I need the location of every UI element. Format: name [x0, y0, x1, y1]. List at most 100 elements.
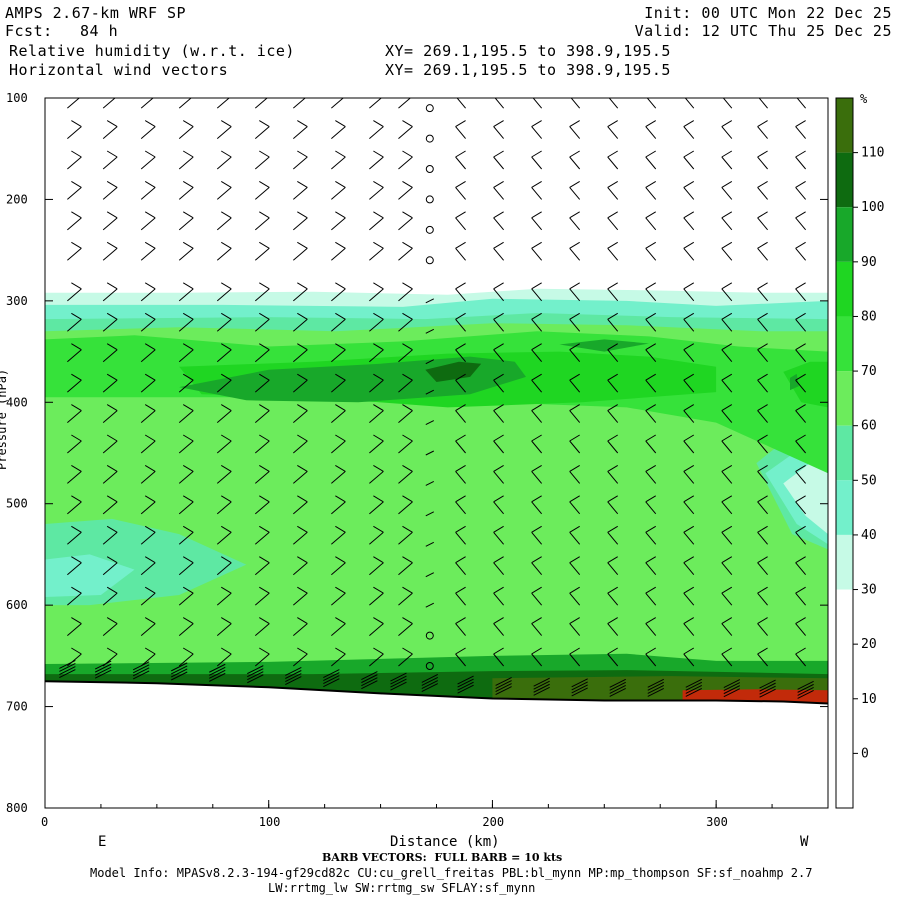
barb-staff: [102, 623, 118, 636]
barb-staff: [683, 349, 695, 363]
barb-flag: [182, 211, 194, 219]
barb-flag: [259, 211, 270, 219]
barb-flag: [297, 404, 308, 412]
barb-flag: [373, 647, 384, 655]
barb-flag: [721, 150, 733, 158]
barb-staff: [102, 410, 118, 423]
barb-staff: [455, 440, 466, 454]
barb-flag: [106, 343, 118, 351]
calm-circle: [425, 256, 434, 265]
below-ground-mask: [45, 681, 828, 808]
barb-flag: [531, 556, 542, 564]
surface-barb: [323, 675, 340, 685]
barb-staff: [569, 247, 581, 261]
barb-flag: [569, 241, 580, 249]
surface-barb: [209, 663, 226, 673]
barb-flag: [182, 343, 194, 351]
surface-barb: [171, 671, 188, 681]
barb-flag: [607, 150, 618, 158]
barb-flag: [721, 120, 733, 128]
barb-staff: [425, 450, 435, 456]
barb-staff: [67, 156, 82, 170]
barb-staff: [569, 440, 581, 454]
barb-flag: [455, 586, 466, 594]
surface-barb: [571, 681, 588, 691]
barb-staff: [721, 653, 733, 667]
barb-staff: [331, 501, 346, 515]
barb-staff: [493, 217, 504, 231]
barb-staff: [102, 288, 118, 302]
barb-staff: [721, 501, 733, 515]
barb-flag: [144, 312, 156, 320]
colorbar-swatch-30: [836, 534, 853, 590]
barb-flag: [645, 464, 656, 472]
barb-staff: [216, 126, 232, 139]
barb-flag: [259, 90, 269, 96]
barb-flag: [531, 525, 542, 533]
surface-barb: [209, 669, 226, 679]
barb-flag: [721, 180, 733, 188]
barb-flag: [71, 525, 82, 533]
barb-staff: [102, 501, 118, 515]
barb-flag: [373, 617, 384, 625]
surface-barb: [323, 672, 340, 682]
barb-flag: [757, 373, 768, 381]
barb-flag: [144, 404, 156, 412]
barb-staff: [645, 440, 657, 454]
barb-flag: [402, 434, 413, 442]
barb-staff: [531, 288, 543, 302]
barb-flag: [259, 404, 270, 412]
rh-band-100-110: [425, 361, 482, 382]
barb-staff: [140, 562, 156, 576]
barb-flag: [683, 180, 695, 188]
barb-flag: [757, 464, 768, 472]
barb-staff: [493, 501, 504, 515]
surface-barb: [609, 687, 626, 697]
barb-staff: [721, 592, 733, 606]
barb-flag: [182, 241, 194, 249]
barb-flag: [106, 404, 118, 412]
barb-staff: [178, 471, 194, 484]
barb-staff: [645, 562, 657, 576]
barb-staff: [178, 440, 194, 454]
barb-staff: [102, 531, 118, 545]
barb-staff: [757, 623, 768, 636]
barb-flag: [607, 241, 618, 249]
barb-flag: [183, 90, 193, 96]
barb-flag: [493, 617, 504, 625]
barb-staff: [425, 420, 435, 426]
surface-barb: [421, 680, 439, 689]
barb-staff: [531, 156, 543, 170]
barb-flag: [145, 90, 155, 96]
barb-flag: [221, 495, 232, 503]
rh-band-90-100-b: [559, 339, 649, 352]
barb-flag: [721, 647, 733, 655]
surface-barb: [209, 672, 226, 682]
barb-flag: [531, 586, 542, 594]
barb-flag: [144, 282, 156, 290]
barb-flag: [455, 495, 466, 503]
barb-staff: [683, 187, 695, 200]
barb-staff: [102, 318, 118, 332]
barb-flag: [297, 282, 308, 290]
barb-flag: [607, 525, 618, 533]
barb-note: BARB VECTORS: FULL BARB = 10 kts: [322, 851, 563, 864]
barb-flag: [795, 211, 806, 219]
barb-staff: [757, 653, 768, 667]
barb-staff: [140, 156, 156, 170]
barb-staff: [721, 410, 733, 423]
barb-flag: [683, 211, 695, 219]
barb-flag: [221, 241, 232, 249]
barb-flag: [402, 586, 413, 594]
barb-staff: [757, 410, 768, 423]
barb-staff: [67, 471, 82, 484]
barb-flag: [335, 404, 346, 412]
barb-flag: [335, 211, 346, 219]
barb-flag: [106, 647, 118, 655]
y-tick-label: 600: [6, 598, 28, 612]
barb-staff: [795, 440, 807, 454]
barb-staff: [795, 410, 807, 423]
barb-staff: [102, 562, 118, 576]
barb-staff: [455, 501, 466, 515]
surface-barb: [323, 678, 340, 688]
